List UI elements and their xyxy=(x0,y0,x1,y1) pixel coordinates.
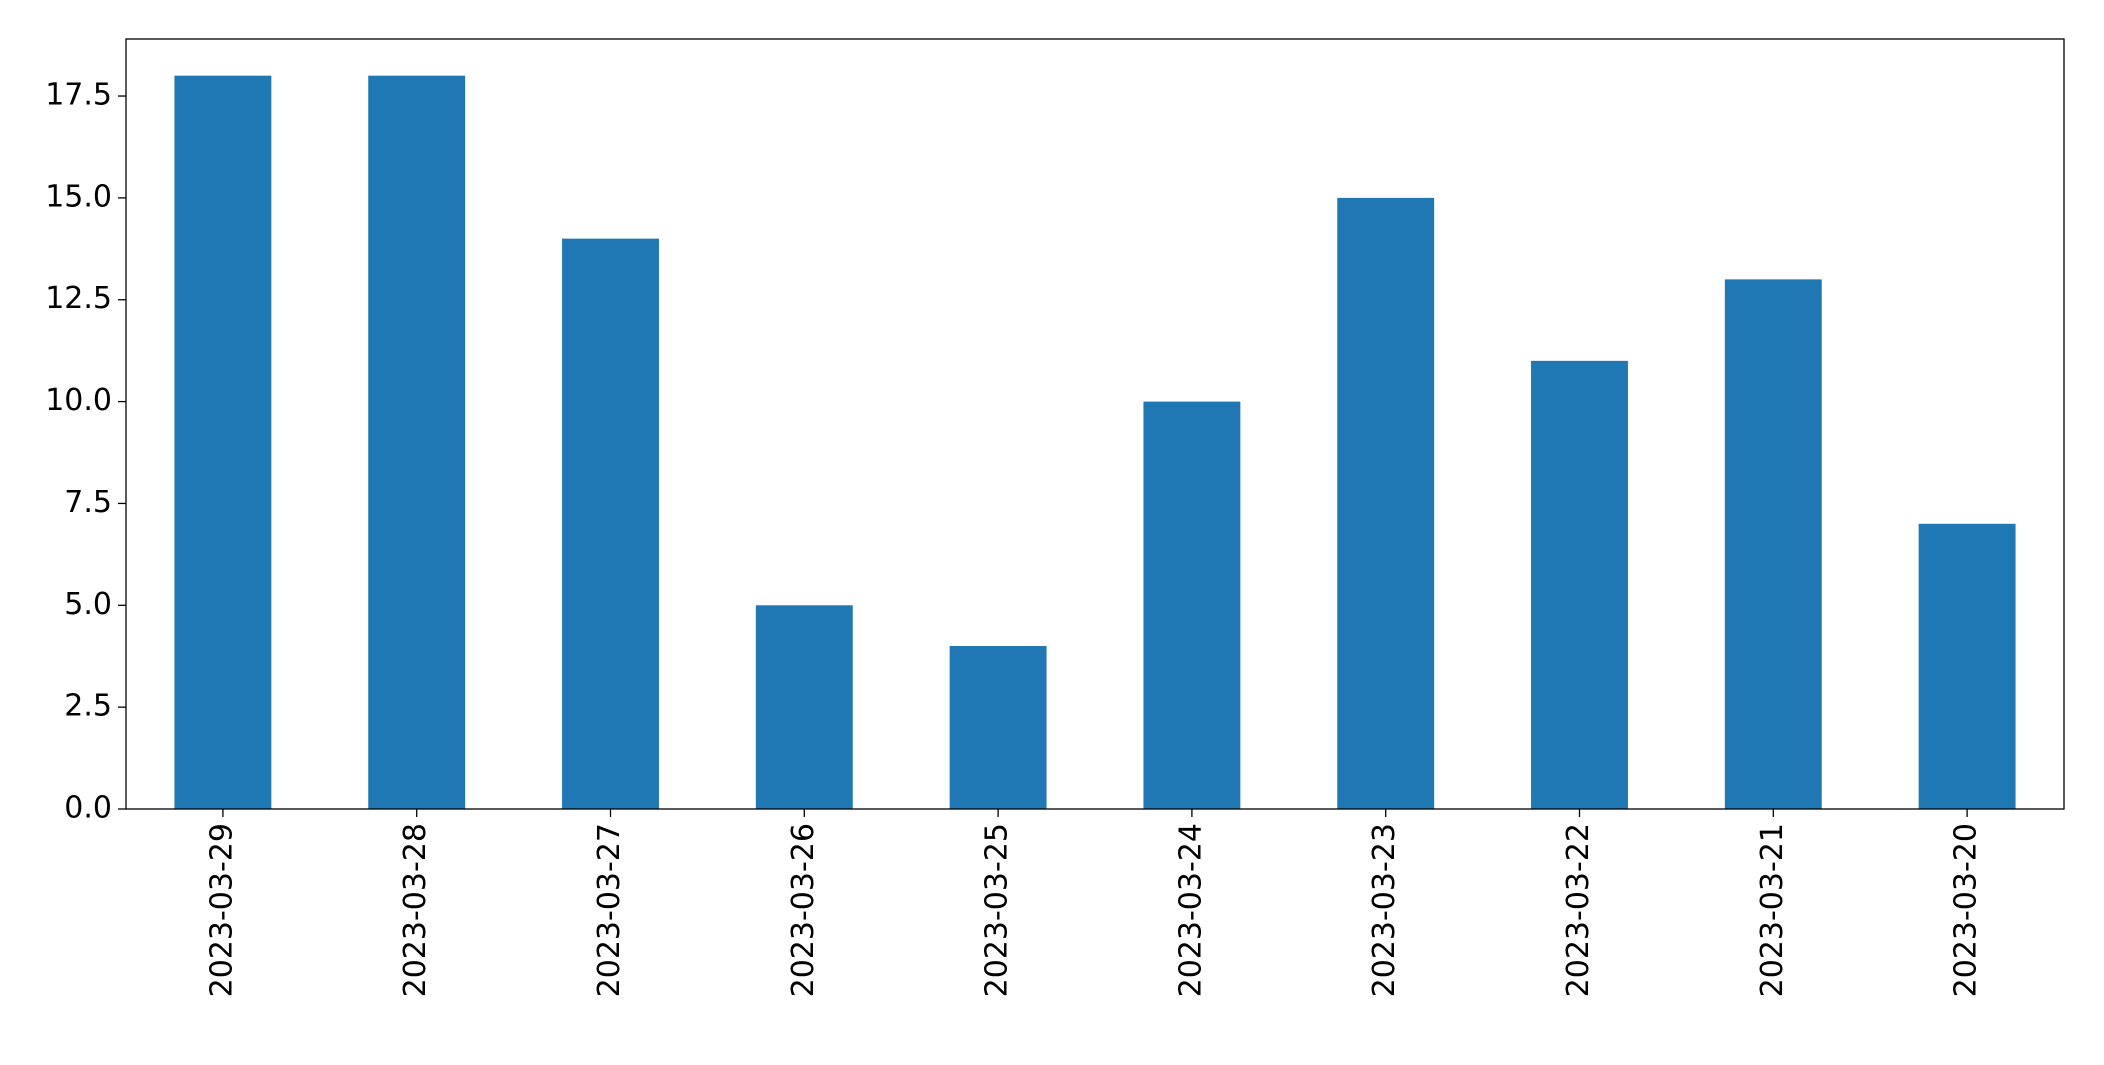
y-tick-label: 2.5 xyxy=(64,689,112,724)
x-tick-label: 2023-03-22 xyxy=(1561,823,1596,997)
bar xyxy=(1143,401,1241,809)
y-tick-label: 10.0 xyxy=(45,383,112,418)
bar xyxy=(1918,523,2016,809)
x-tick-label: 2023-03-20 xyxy=(1949,823,1984,997)
bar xyxy=(1531,360,1628,809)
x-tick-label: 2023-03-27 xyxy=(592,823,627,997)
bar xyxy=(174,75,272,809)
x-tick-label: 2023-03-26 xyxy=(786,823,821,997)
bar xyxy=(1724,279,1822,809)
y-tick-label: 17.5 xyxy=(45,78,112,113)
x-tick-label: 2023-03-25 xyxy=(980,823,1015,997)
plot-frame xyxy=(125,38,2065,810)
x-tick-label: 2023-03-23 xyxy=(1367,823,1402,997)
y-tick-label: 12.5 xyxy=(45,281,112,316)
x-tick-label: 2023-03-21 xyxy=(1755,823,1790,997)
y-tick-label: 0.0 xyxy=(64,791,112,826)
bar xyxy=(562,238,659,809)
y-tick-label: 7.5 xyxy=(64,485,112,520)
x-tick-label: 2023-03-24 xyxy=(1173,823,1208,997)
x-tick-label: 2023-03-29 xyxy=(204,823,239,997)
y-tick-label: 5.0 xyxy=(64,587,112,622)
bar xyxy=(755,605,853,809)
bar xyxy=(1337,197,1435,809)
x-tick-label: 2023-03-28 xyxy=(398,823,433,997)
bar xyxy=(949,646,1047,809)
y-tick-label: 15.0 xyxy=(45,179,112,214)
bar xyxy=(368,75,466,809)
